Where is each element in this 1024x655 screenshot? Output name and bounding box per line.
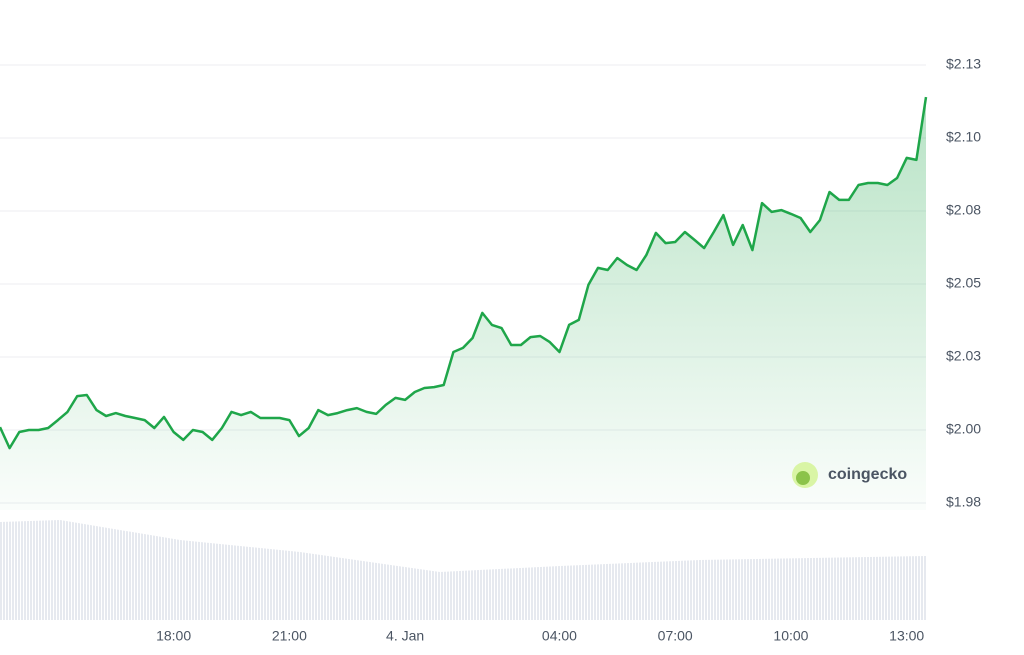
watermark: coingecko — [792, 462, 907, 488]
watermark-text: coingecko — [828, 466, 907, 483]
price-line — [0, 96, 928, 450]
x-tick-label: 04:00 — [542, 628, 577, 644]
logo-mark — [796, 471, 810, 485]
y-tick-label: $2.03 — [946, 348, 981, 364]
x-tick-label: 10:00 — [773, 628, 808, 644]
y-tick-label: $2.13 — [946, 56, 981, 72]
area-fill — [0, 97, 926, 510]
x-tick-label: 18:00 — [156, 628, 191, 644]
y-tick-label: $2.08 — [946, 202, 981, 218]
volume-decoration — [0, 520, 926, 620]
x-tick-label: 21:00 — [272, 628, 307, 644]
x-tick-label: 13:00 — [889, 628, 924, 644]
volume-bars — [0, 520, 926, 620]
x-tick-label: 4. Jan — [386, 628, 424, 644]
y-tick-label: $2.05 — [946, 275, 981, 291]
y-tick-label: $2.10 — [946, 129, 981, 145]
x-tick-label: 07:00 — [658, 628, 693, 644]
y-tick-label: $2.00 — [946, 421, 981, 437]
y-tick-label: $1.98 — [946, 494, 981, 510]
